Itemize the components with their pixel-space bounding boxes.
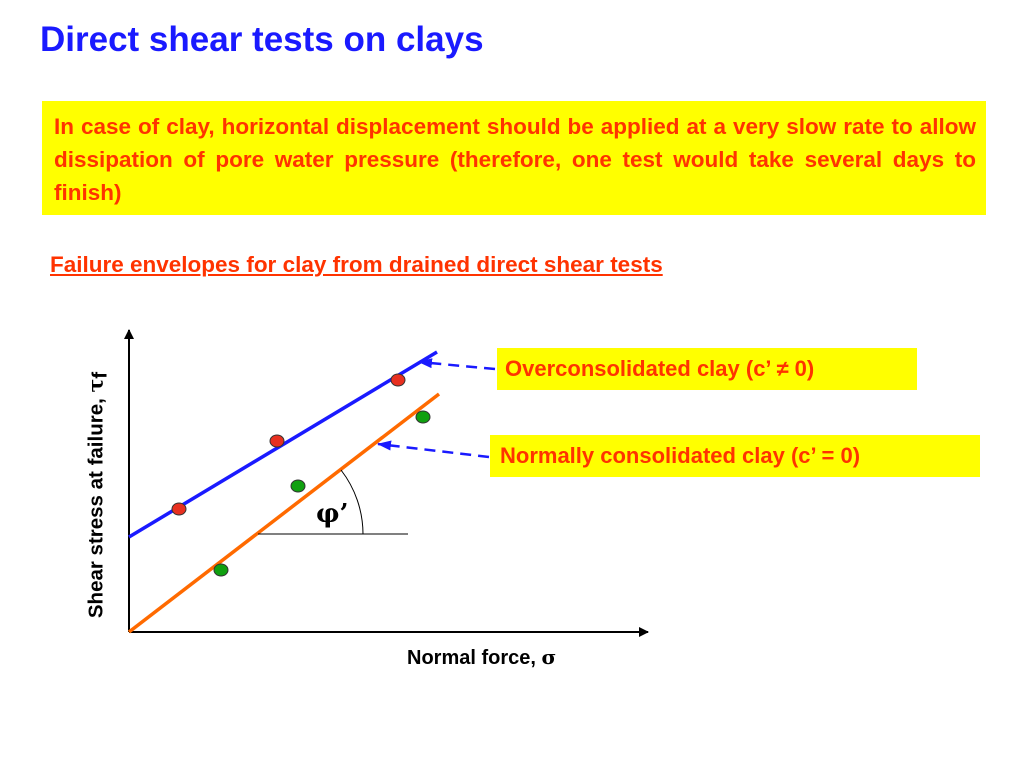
x-axis-label: Normal force, σ xyxy=(407,645,556,670)
diagram-subtitle: Failure envelopes for clay from drained … xyxy=(50,252,663,277)
oc-data-point xyxy=(390,373,406,387)
normally-consolidated-envelope xyxy=(127,392,441,634)
oc-data-point xyxy=(171,502,187,516)
oc-data-point xyxy=(269,434,285,448)
angle-label: φ’ xyxy=(316,499,349,529)
x-axis-symbol: σ xyxy=(541,645,557,669)
y-axis-symbol: τ xyxy=(83,378,108,393)
nc-data-point xyxy=(213,563,229,577)
y-axis-label-text: Shear stress at failure, xyxy=(84,392,108,619)
nc-data-point xyxy=(290,479,306,493)
overconsolidated-callout: Overconsolidated clay (c’ ≠ 0) xyxy=(497,348,917,390)
y-axis-subscript: f xyxy=(88,371,112,379)
slide-title: Direct shear tests on clays xyxy=(40,20,484,59)
oc-leader-line xyxy=(418,358,496,371)
x-axis-label-text: Normal force, xyxy=(407,647,542,669)
nc-leader-line xyxy=(377,440,490,459)
angle-arc xyxy=(340,469,364,535)
intro-text: In case of clay, horizontal displacement… xyxy=(54,114,976,205)
nc-data-point xyxy=(415,410,431,424)
y-axis-label-group: Shear stress at failure, τf xyxy=(84,372,113,618)
normally-consolidated-callout: Normally consolidated clay (c’ = 0) xyxy=(490,435,980,477)
intro-box: In case of clay, horizontal displacement… xyxy=(42,101,986,215)
